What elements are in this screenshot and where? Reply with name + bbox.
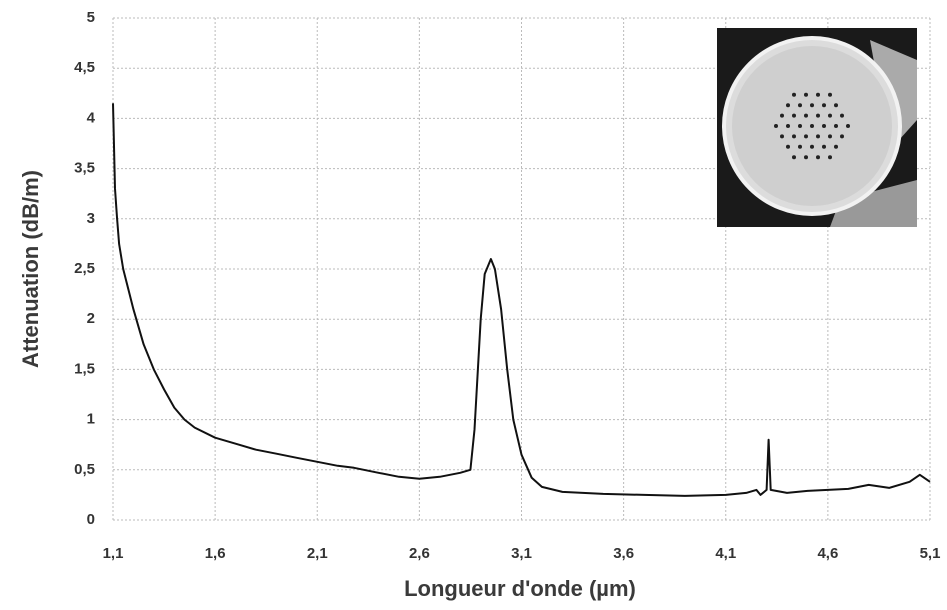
- y-tick-label: 2: [87, 310, 95, 327]
- x-tick-label: 5,1: [920, 545, 941, 562]
- x-tick-label: 3,6: [613, 545, 634, 562]
- y-axis-title: Attenuation (dB/m): [18, 170, 43, 368]
- y-tick-label: 4: [87, 109, 96, 126]
- line: [112, 103, 931, 497]
- x-tick-label: 4,6: [817, 545, 838, 562]
- inset-photo: [717, 28, 917, 227]
- x-tick-label: 1,6: [205, 545, 226, 562]
- y-tick-label: 0: [87, 511, 95, 528]
- y-tick-label: 3,5: [74, 160, 95, 177]
- x-tick-label: 2,1: [307, 545, 328, 562]
- y-tick-label: 3: [87, 210, 95, 227]
- y-tick-label: 2,5: [74, 260, 95, 277]
- x-tick-label: 3,1: [511, 545, 532, 562]
- x-axis-title: Longueur d'onde (µm): [404, 576, 636, 601]
- x-tick-label: 1,1: [103, 545, 124, 562]
- x-tick-label: 2,6: [409, 545, 430, 562]
- x-tick-label: 4,1: [715, 545, 736, 562]
- y-tick-label: 0,5: [74, 461, 95, 478]
- y-tick-label: 4,5: [74, 59, 95, 76]
- y-tick-label: 1: [87, 411, 95, 428]
- y-tick-label: 1,5: [74, 360, 95, 377]
- y-tick-label: 5: [87, 9, 95, 26]
